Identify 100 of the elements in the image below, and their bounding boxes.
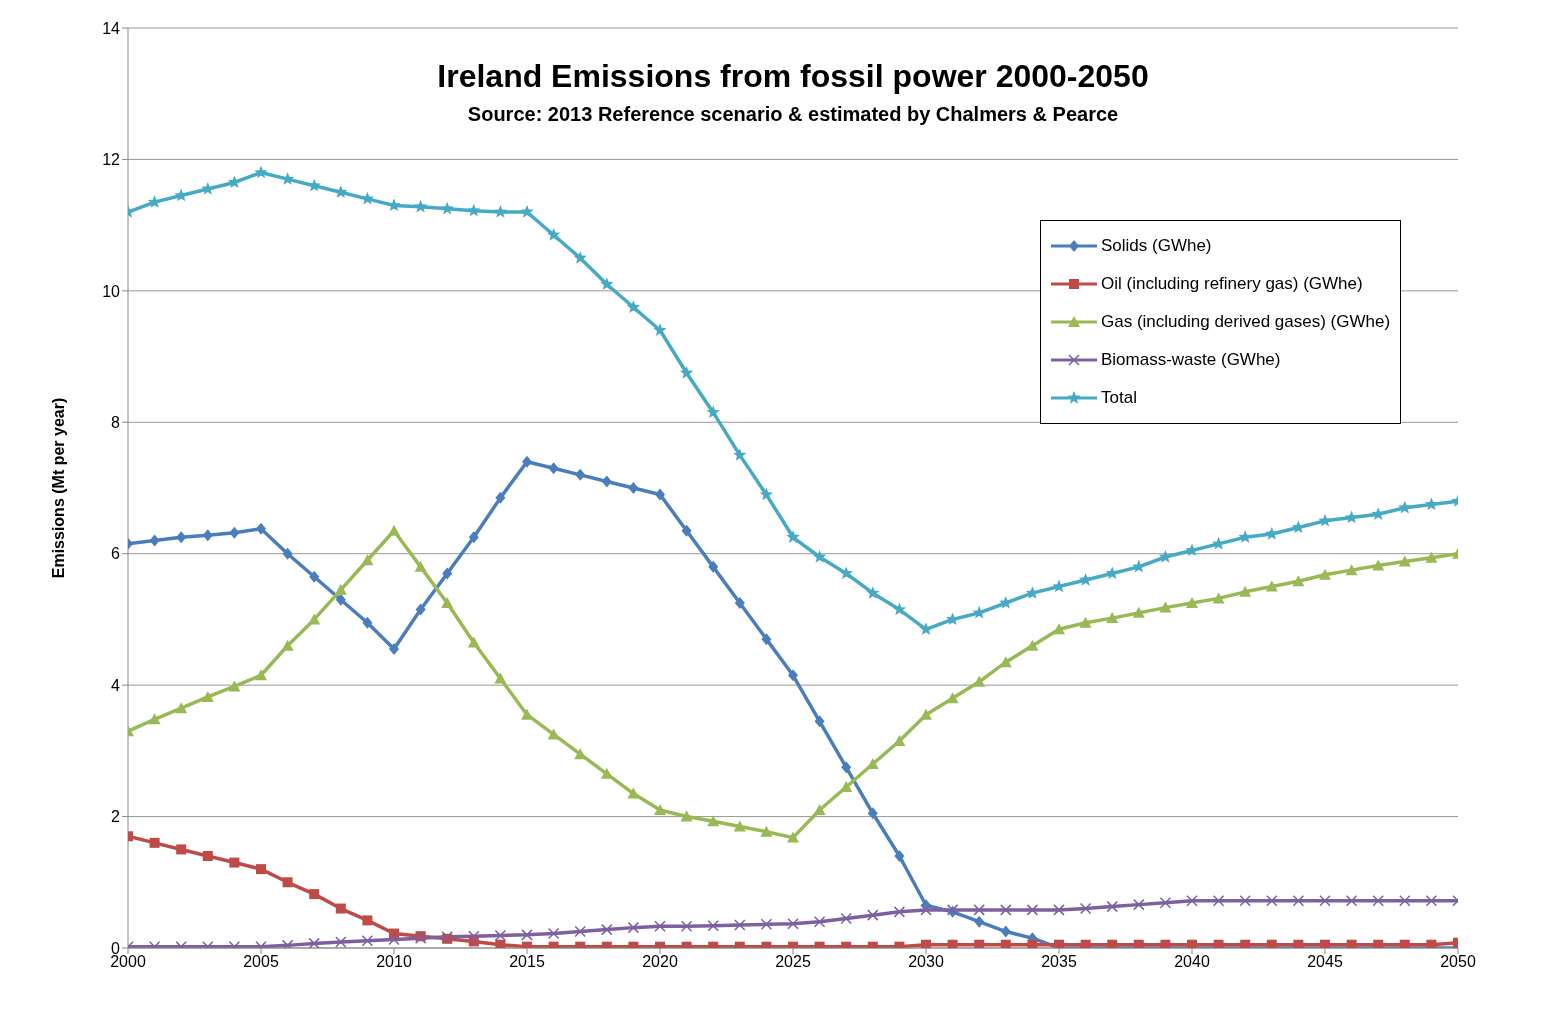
point [468, 930, 480, 942]
x-tick-label: 2005 [243, 953, 279, 971]
point [1319, 894, 1331, 907]
point [388, 933, 400, 946]
y-tick-label: 2 [111, 808, 121, 826]
point [334, 583, 347, 595]
point [679, 366, 694, 379]
point [867, 909, 879, 921]
point [1425, 551, 1438, 563]
point [1159, 896, 1172, 909]
x-tick-label: 2025 [775, 953, 811, 971]
legend-label: Gas (including derived gases) (GWhe) [1101, 312, 1391, 332]
point [733, 820, 746, 832]
point [973, 904, 985, 916]
point [335, 903, 346, 914]
point [1053, 904, 1065, 916]
point [281, 639, 294, 651]
point [1292, 575, 1305, 587]
point [1132, 606, 1145, 618]
point [255, 669, 267, 681]
point [1399, 894, 1411, 907]
point [760, 918, 773, 931]
point [706, 405, 720, 419]
point [309, 570, 320, 583]
point [681, 524, 692, 537]
point [759, 487, 774, 501]
point [921, 939, 931, 948]
text: Ireland Emissions from fossil power 2000-2050 [436, 58, 1150, 95]
point [468, 531, 479, 544]
point [1319, 568, 1331, 580]
point [522, 455, 532, 468]
point [1345, 894, 1358, 907]
point [1424, 497, 1439, 511]
point [787, 831, 799, 843]
point [547, 927, 560, 940]
point [174, 188, 188, 202]
point [1344, 510, 1359, 524]
point [840, 912, 852, 925]
point [362, 915, 373, 926]
point [362, 616, 373, 629]
point [920, 708, 932, 720]
point [601, 475, 612, 488]
point [1371, 507, 1385, 520]
point [521, 929, 533, 941]
point [839, 566, 853, 580]
point [1000, 904, 1012, 916]
point [1212, 894, 1225, 907]
point [628, 482, 639, 494]
point [574, 925, 586, 938]
point [282, 877, 293, 888]
point [1105, 566, 1119, 580]
x-tick-label: 2030 [908, 953, 944, 971]
point [415, 603, 426, 616]
point [974, 939, 985, 948]
point [1372, 559, 1385, 571]
point [1212, 592, 1225, 604]
point [229, 526, 240, 539]
point [1239, 585, 1252, 597]
point [254, 165, 268, 179]
point [946, 692, 959, 704]
point [467, 203, 481, 217]
point [441, 597, 454, 608]
text: Source: 2013 Reference scenario & estimated by Chalmers & Pearce [466, 103, 1120, 126]
point [734, 597, 745, 609]
point [548, 462, 559, 475]
point [1079, 616, 1092, 628]
point [228, 680, 241, 692]
point [1425, 894, 1438, 907]
x-tick-label: 2010 [376, 953, 412, 971]
point [655, 488, 665, 501]
point [175, 702, 188, 714]
point [413, 199, 428, 213]
point [974, 915, 985, 928]
point [1106, 900, 1118, 913]
point [680, 920, 693, 933]
point [601, 923, 613, 936]
point [573, 251, 587, 264]
point [442, 567, 453, 580]
point [1292, 894, 1305, 907]
x-tick-label: 2015 [509, 953, 545, 971]
x-tick-label: 2020 [642, 953, 678, 971]
point [256, 864, 266, 875]
point [1079, 902, 1092, 915]
point [575, 468, 586, 481]
x-tick-label: 2050 [1440, 953, 1476, 971]
legend-label: Solids (GWhe) [1101, 236, 1212, 256]
point [760, 825, 773, 837]
point [495, 939, 506, 948]
legend-label: Oil (including refinery gas) (GWhe) [1101, 274, 1363, 294]
y-tick-label: 6 [111, 545, 121, 563]
point [1266, 894, 1278, 907]
y-tick-label: 8 [111, 413, 121, 431]
y-axis-title: Emissions (Mt per year) [49, 397, 67, 579]
point [282, 547, 293, 560]
point [495, 491, 506, 504]
y-tick-label: 4 [111, 676, 121, 694]
point [1053, 623, 1065, 635]
x-tick-label: 2040 [1174, 953, 1210, 971]
point [1159, 601, 1172, 613]
point [1027, 939, 1038, 948]
